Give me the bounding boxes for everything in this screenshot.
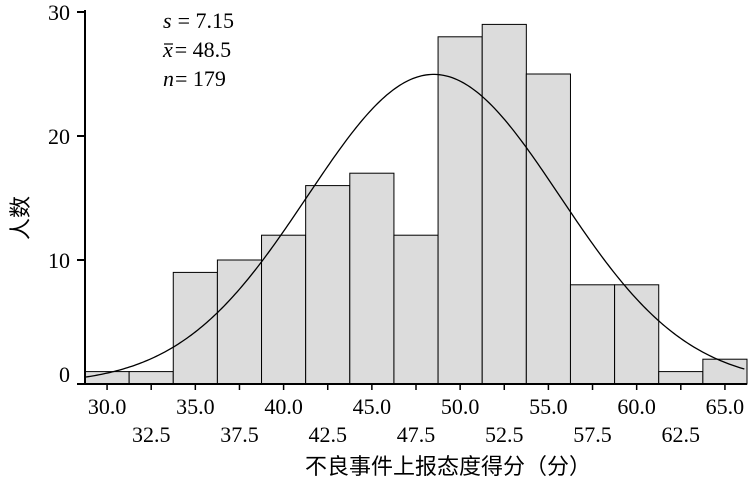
histogram-bar-6 xyxy=(349,172,395,385)
y-ticks: 0 10 20 30 xyxy=(48,0,85,387)
histogram-bar-8 xyxy=(437,36,483,385)
y-tick-label-0: 0 xyxy=(59,362,70,387)
stat-n: n= 179 xyxy=(163,66,226,91)
stat-s: s = 7.15 xyxy=(163,8,234,33)
histogram-bar-14 xyxy=(702,358,748,385)
x-tick-label-r2-1: 37.5 xyxy=(220,422,259,447)
histogram-bar-1 xyxy=(128,371,174,385)
bars-layer xyxy=(84,23,748,385)
histogram-bar-7 xyxy=(393,234,439,385)
x-tick-label-r2-4: 52.5 xyxy=(485,422,524,447)
x-tick-label-r2-6: 62.5 xyxy=(662,422,701,447)
x-tick-label-r1-6: 60.0 xyxy=(617,394,656,419)
x-tick-label-r1-3: 45.0 xyxy=(353,394,392,419)
stat-mean: x= 48.5 xyxy=(162,37,231,62)
x-tick-label-r1-0: 30.0 xyxy=(88,394,127,419)
histogram-bar-4 xyxy=(261,234,307,385)
y-tick-label-1: 10 xyxy=(48,248,70,273)
x-axis-title: 不良事件上报态度得分（分） xyxy=(305,455,591,480)
x-tick-label-r2-0: 32.5 xyxy=(132,422,171,447)
x-tick-label-r1-5: 55.0 xyxy=(529,394,568,419)
histogram-bar-13 xyxy=(658,371,704,385)
x-tick-label-r2-5: 57.5 xyxy=(573,422,612,447)
y-axis-title: 人数 xyxy=(9,196,34,240)
x-tick-label-r2-2: 42.5 xyxy=(308,422,347,447)
x-tick-label-r1-7: 65.0 xyxy=(706,394,745,419)
normal-curve xyxy=(85,73,745,378)
y-tick-label-3: 30 xyxy=(48,0,70,25)
histogram-bar-9 xyxy=(481,23,527,385)
histogram-bar-11 xyxy=(569,284,616,385)
x-ticks: 30.0 35.0 40.0 45.0 50.0 55.0 60.0 65.0 32.5 37.5… xyxy=(88,384,744,447)
y-tick-label-2: 20 xyxy=(48,124,70,149)
histogram-bar-10 xyxy=(525,73,571,385)
x-tick-label-r1-4: 50.0 xyxy=(441,394,480,419)
x-tick-label-r2-3: 47.5 xyxy=(397,422,436,447)
x-tick-label-r1-2: 40.0 xyxy=(264,394,303,419)
stats-box: s = 7.15 x= 48.5 n= 179 xyxy=(162,8,234,91)
histogram-bar-12 xyxy=(614,284,660,385)
histogram-bar-5 xyxy=(305,185,351,385)
x-tick-label-r1-1: 35.0 xyxy=(176,394,215,419)
histogram-bar-2 xyxy=(172,271,218,385)
histogram-bar-3 xyxy=(216,259,263,385)
